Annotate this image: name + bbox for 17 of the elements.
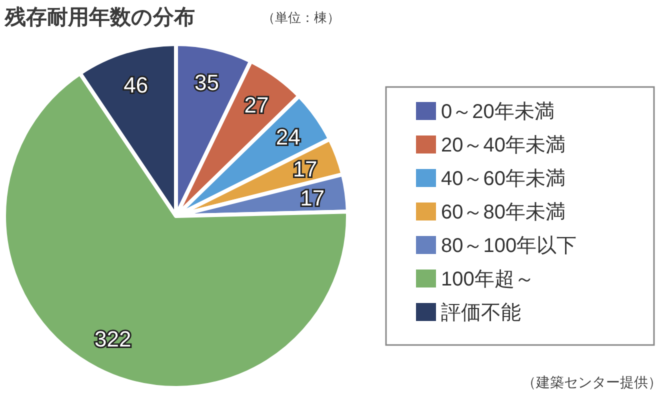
chart-title: 残存耐用年数の分布 [4,6,195,29]
legend-label: 40～60年未満 [441,168,566,190]
data-label: 46 [124,72,148,98]
legend-label: 80～100年以下 [441,235,577,257]
legend-label: 評価不能 [441,302,521,324]
data-label: 24 [276,124,300,150]
legend-label: 20～40年未満 [441,134,566,156]
legend-label: 100年超～ [441,268,534,290]
data-label: 27 [244,92,269,118]
chart-subtitle: （単位：棟） [262,10,340,25]
legend-label: 60～80年未満 [441,202,566,224]
legend-label: 0～20年未満 [441,101,554,123]
data-label: 322 [94,326,132,352]
data-label: 35 [194,70,219,95]
data-label: 17 [300,185,325,210]
text: （建築センター提供） [522,374,662,390]
data-label: 17 [292,156,318,182]
